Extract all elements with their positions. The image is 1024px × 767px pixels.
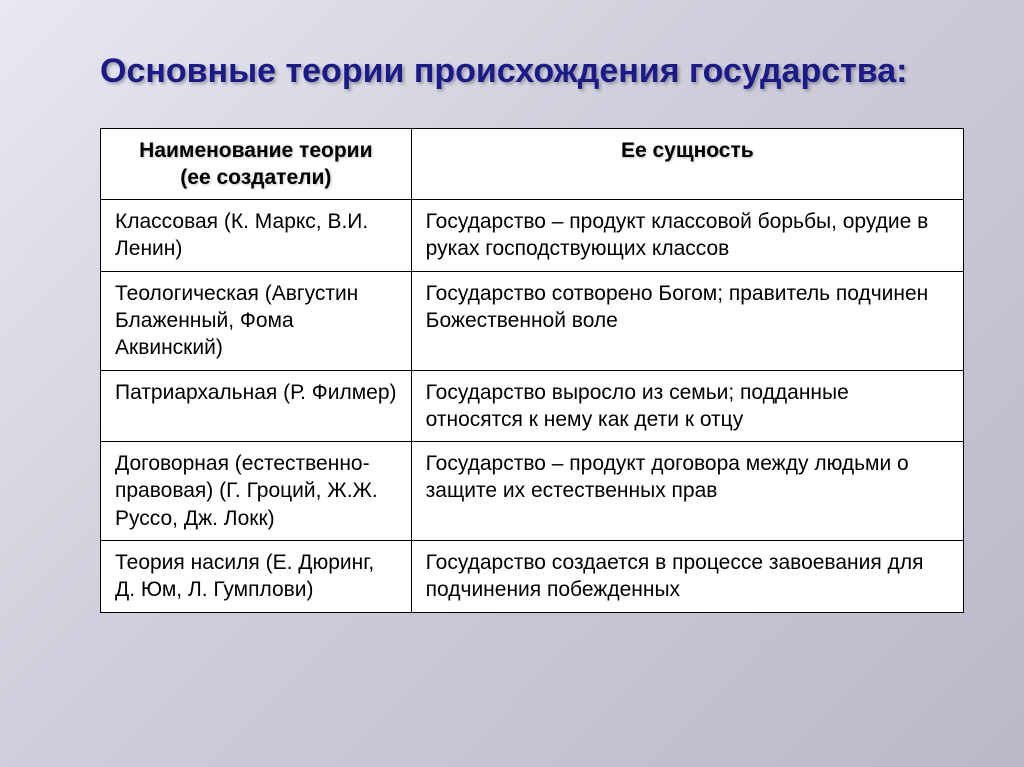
table-row: Классовая (К. Маркс, В.И. Ленин) Государ…: [101, 200, 964, 272]
table-row: Договорная (естественно-правовая) (Г. Гр…: [101, 442, 964, 541]
slide-title: Основные теории происхождения государств…: [100, 50, 964, 93]
table-row: Теологическая (Августин Блаженный, Фома …: [101, 271, 964, 370]
cell-theory-essence: Государство – продукт классовой борьбы, …: [411, 200, 963, 272]
table-row: Теория насиля (Е. Дюринг, Д. Юм, Л. Гумп…: [101, 541, 964, 613]
cell-theory-essence: Государство сотворено Богом; правитель п…: [411, 271, 963, 370]
cell-theory-essence: Государство создается в процессе завоева…: [411, 541, 963, 613]
cell-theory-essence: Государство – продукт договора между люд…: [411, 442, 963, 541]
cell-theory-name: Договорная (естественно-правовая) (Г. Гр…: [101, 442, 412, 541]
theories-table: Наименование теории (ее создатели) Ее су…: [100, 128, 964, 613]
header-col1-line1: Наименование теории: [139, 139, 372, 162]
slide-container: Основные теории происхождения государств…: [0, 0, 1024, 767]
table-header-row: Наименование теории (ее создатели) Ее су…: [101, 128, 964, 200]
theories-table-wrap: Наименование теории (ее создатели) Ее су…: [100, 128, 964, 613]
table-row: Патриархальная (Р. Филмер) Государство в…: [101, 370, 964, 442]
cell-theory-name: Классовая (К. Маркс, В.И. Ленин): [101, 200, 412, 272]
header-col1-line2: (ее создатели): [115, 164, 397, 191]
cell-theory-name: Теологическая (Августин Блаженный, Фома …: [101, 271, 412, 370]
cell-theory-name: Теория насиля (Е. Дюринг, Д. Юм, Л. Гумп…: [101, 541, 412, 613]
cell-theory-essence: Государство выросло из семьи; подданные …: [411, 370, 963, 442]
header-essence: Ее сущность: [411, 128, 963, 200]
header-theory-name: Наименование теории (ее создатели): [101, 128, 412, 200]
cell-theory-name: Патриархальная (Р. Филмер): [101, 370, 412, 442]
